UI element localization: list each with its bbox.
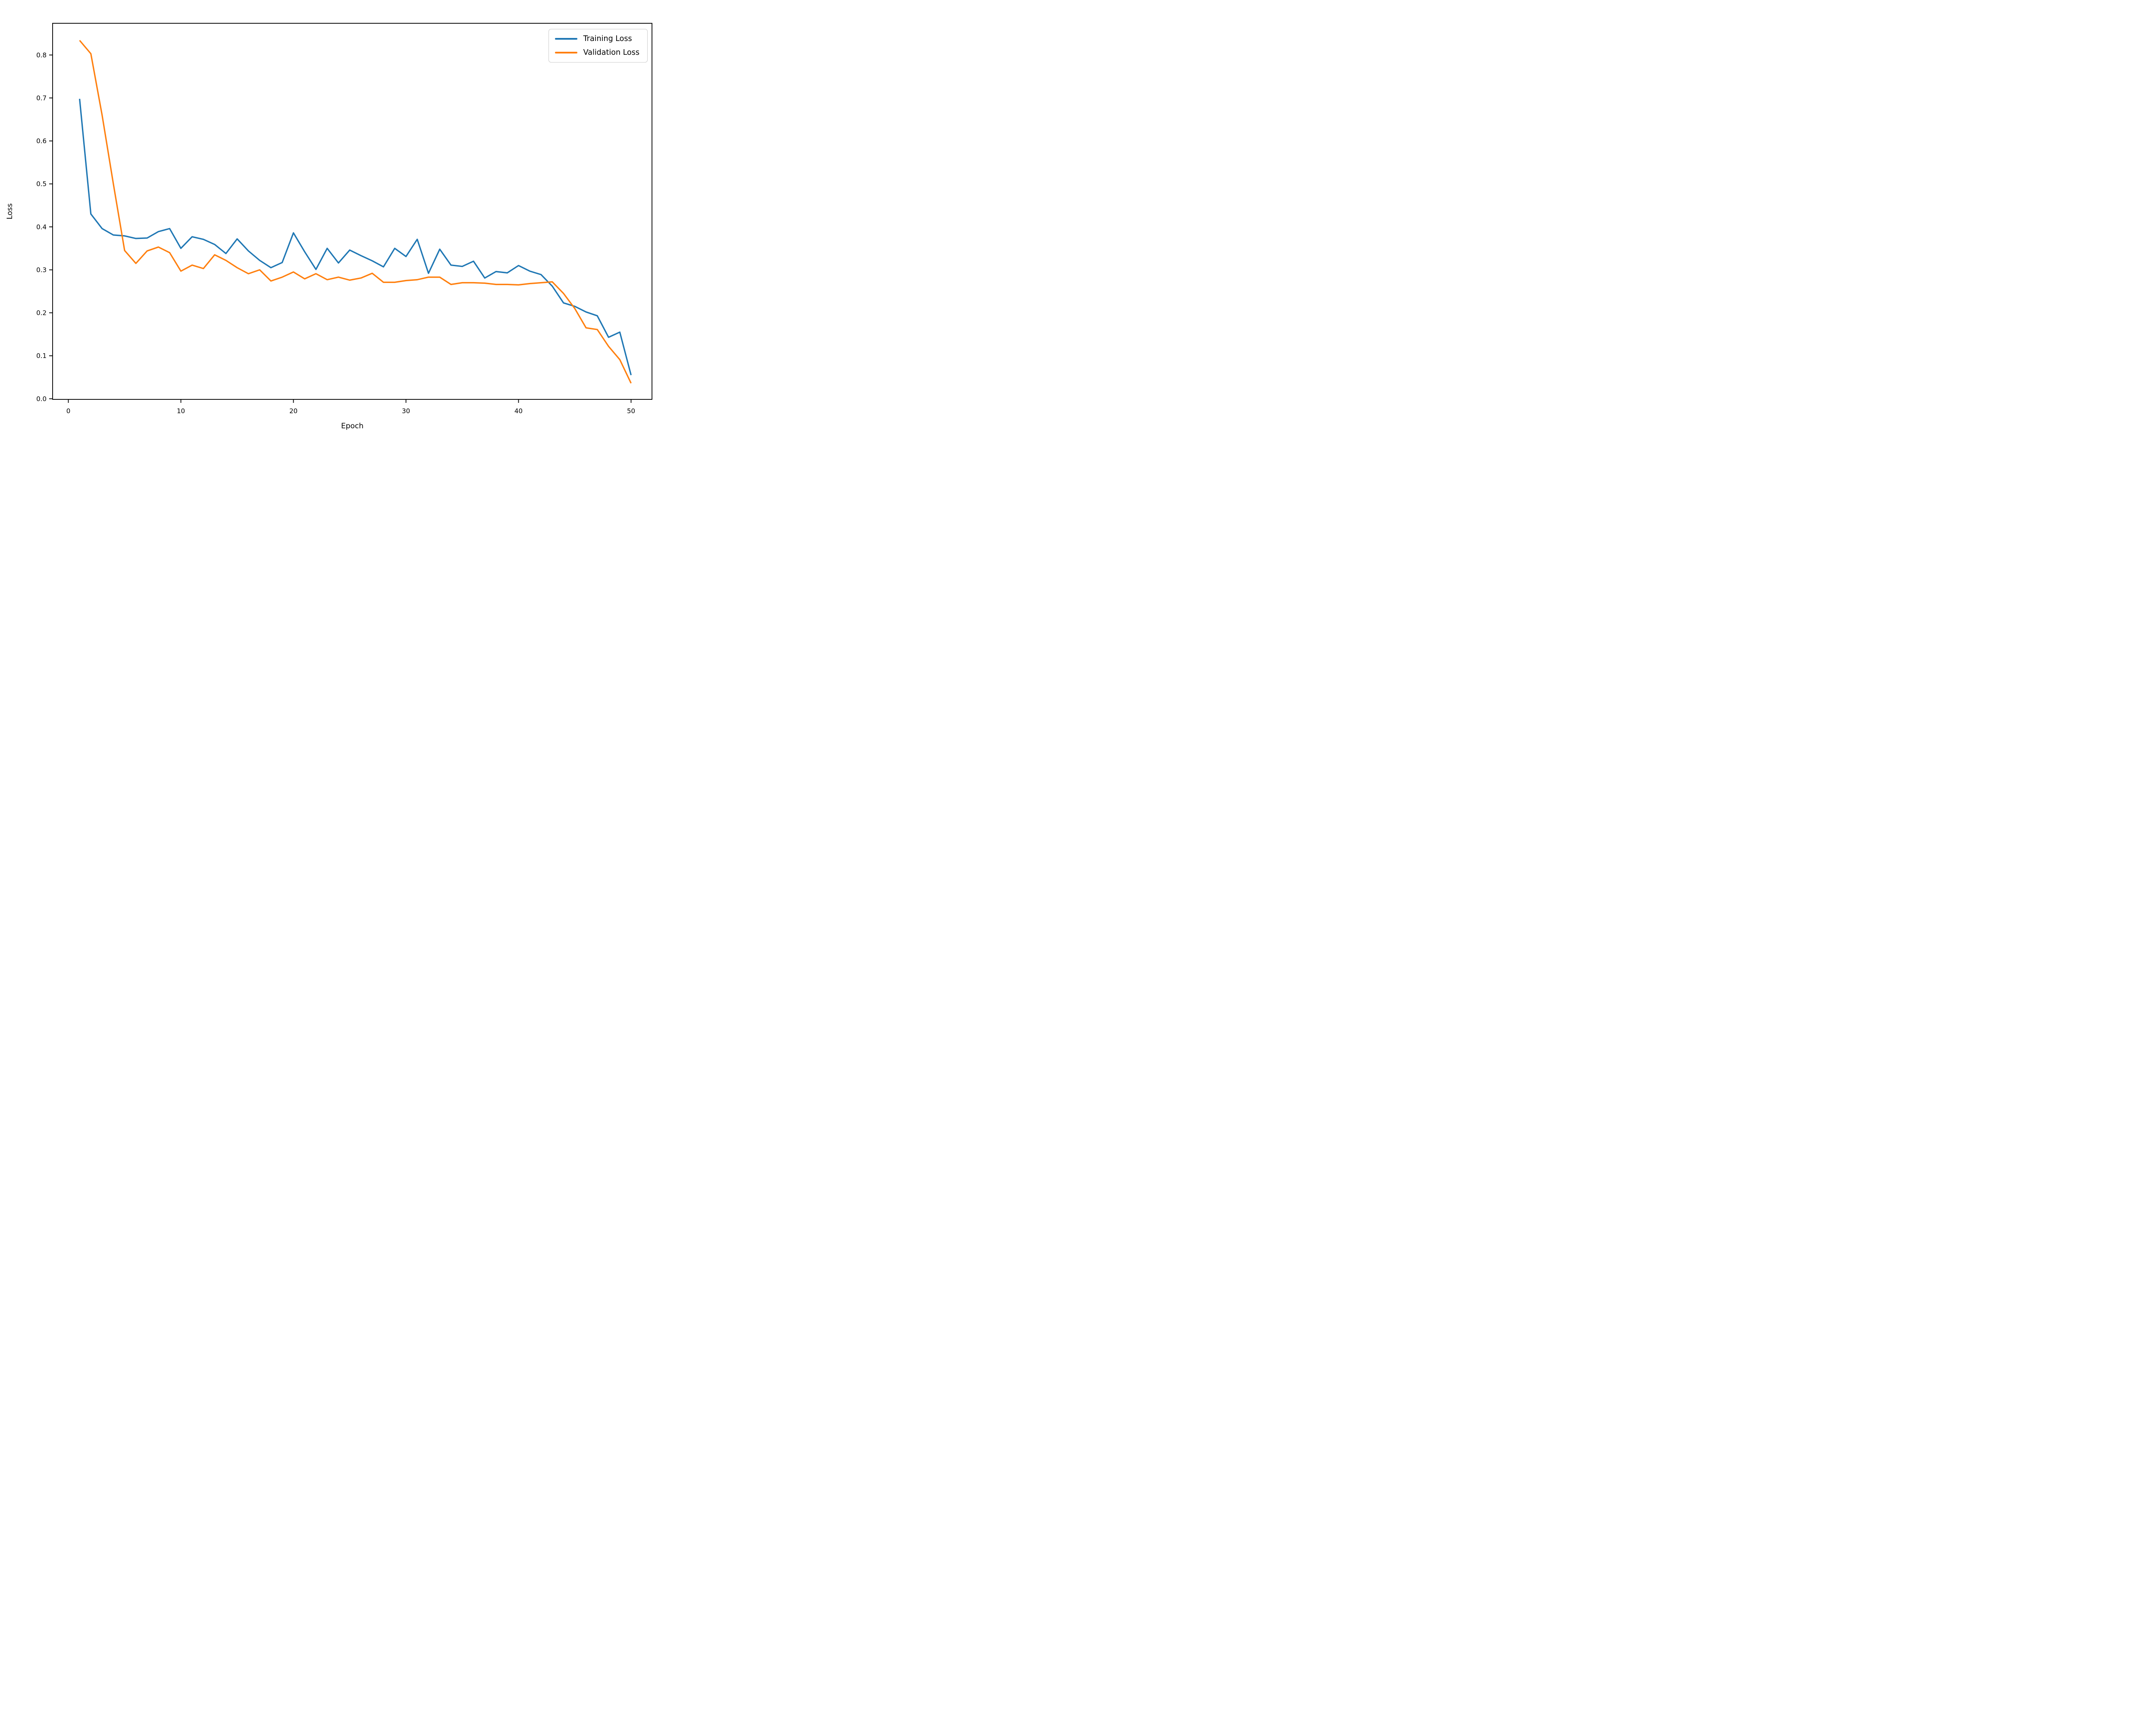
x-axis-ticks: 0 10 20 30 40 50	[66, 399, 635, 415]
loss-chart: 0.00.10.20.30.40.50.60.70.8 0 10 20 30 40 50 …	[6, 23, 652, 430]
y-tick-label: 0.3	[36, 266, 47, 274]
legend-item-training-loss: Training Loss	[555, 35, 639, 43]
training-loss-line-swatch	[555, 38, 577, 40]
legend-label: Validation Loss	[583, 48, 639, 57]
validation-loss-line	[79, 40, 632, 384]
legend-label: Training Loss	[583, 35, 632, 43]
x-tick-label: 10	[177, 407, 185, 415]
x-tick-label: 30	[402, 407, 410, 415]
plot-area	[52, 23, 652, 400]
x-tick-label: 0	[66, 407, 71, 415]
y-tick-label: 0.2	[36, 309, 47, 317]
x-tick-label: 20	[289, 407, 298, 415]
figure: 0.0 0.1 0.2 0.3 0.4 0.5 0.6 0.7 0.8 0 10 20 30 40 50 …	[0, 0, 658, 434]
y-tick-label: 0.4	[36, 223, 47, 231]
y-tick-label: 0.7	[36, 94, 47, 102]
legend: Training Loss Validation Loss	[548, 29, 648, 63]
y-tick-label: 0.8	[36, 51, 47, 59]
y-tick-label: 0.6	[36, 137, 47, 145]
y-axis-label: Loss	[6, 203, 14, 219]
y-tick-label: 0.0	[36, 395, 47, 403]
x-tick-label: 50	[627, 407, 635, 415]
x-tick-label: 40	[514, 407, 523, 415]
validation-loss-line-swatch	[555, 52, 577, 53]
x-axis-label: Epoch	[341, 422, 364, 430]
training-loss-line	[79, 98, 632, 376]
legend-item-validation-loss: Validation Loss	[555, 48, 639, 57]
y-axis-ticks: 0.0 0.1 0.2 0.3 0.4 0.5 0.6 0.7 0.8	[36, 51, 53, 403]
y-tick-label: 0.5	[36, 180, 47, 188]
y-tick-label: 0.1	[36, 352, 47, 360]
series-lines	[79, 40, 632, 384]
